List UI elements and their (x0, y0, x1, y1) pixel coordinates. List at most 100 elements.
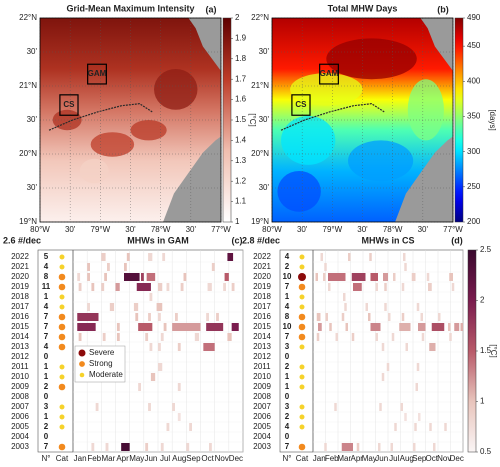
count-label: 8 (44, 272, 49, 281)
map-patch (130, 120, 167, 141)
panel-title: Grid-Mean Maximum Intensity (66, 3, 194, 13)
colorbar-tick-label: 1.7 (235, 74, 247, 83)
land (395, 136, 453, 222)
category-dot (58, 443, 66, 451)
panel-label: (c) (232, 235, 243, 245)
event-bar (77, 273, 81, 281)
y-tick-label: 22°N (19, 13, 37, 22)
category-dot (298, 273, 306, 281)
map-patch (154, 69, 198, 110)
count-label: 10 (283, 322, 292, 331)
y-tick-label: 30' (259, 47, 270, 56)
event-bar (388, 313, 391, 321)
year-label: 2016 (253, 312, 271, 321)
event-bar (438, 313, 441, 321)
event-bar (223, 283, 226, 291)
event-bar (124, 263, 127, 271)
event-bar (102, 333, 106, 341)
year-label: 2022 (253, 252, 271, 261)
year-label: 2011 (253, 362, 271, 371)
event-bar (149, 293, 153, 301)
category-dot (299, 254, 305, 260)
event-bar (401, 313, 405, 321)
count-label: 4 (44, 342, 49, 351)
map-frame (271, 17, 454, 223)
year-label: 2006 (11, 412, 29, 421)
event-bar (429, 343, 436, 351)
event-bar (369, 253, 372, 261)
event-bar (405, 343, 408, 351)
cays (48, 103, 153, 131)
year-label: 2020 (253, 272, 271, 281)
event-bar (348, 253, 351, 261)
event-bar (353, 283, 362, 291)
year-label: 2003 (253, 442, 271, 451)
count-label: 1 (44, 372, 49, 381)
count-label: 1 (44, 292, 49, 301)
event-bar (460, 323, 463, 331)
y-tick-label: 19°N (251, 217, 269, 226)
event-bar (211, 263, 215, 271)
colorbar-tick-label: 1.3 (235, 156, 247, 165)
event-bar (77, 323, 96, 331)
event-bar (135, 313, 139, 321)
event-bar (133, 303, 139, 311)
year-label: 2018 (11, 292, 29, 301)
map-frame (39, 17, 222, 223)
x-tick-label: Apr (351, 454, 364, 463)
category-dot (299, 424, 305, 430)
event-bar (400, 403, 403, 411)
count-label: 7 (44, 322, 49, 331)
region-box (59, 94, 79, 116)
event-bar (451, 283, 455, 291)
y-tick-label: 30' (27, 47, 38, 56)
map-patch (326, 38, 417, 80)
event-bar (356, 443, 360, 451)
count-label: 3 (44, 402, 49, 411)
category-dot (58, 323, 66, 331)
count-label: 4 (285, 252, 290, 261)
map-patch (277, 171, 321, 212)
count-label: 1 (285, 372, 290, 381)
event-bar (384, 303, 387, 311)
event-bar (344, 303, 347, 311)
event-bar (428, 283, 432, 291)
event-bar (105, 443, 109, 451)
legend-swatch (79, 361, 85, 367)
event-bar (404, 413, 407, 421)
x-tick-label: Feb (87, 454, 101, 463)
year-label: 2019 (11, 282, 29, 291)
colorbar-tick-label: 1.1 (235, 197, 247, 206)
colorbar-tick-label: 0.5 (480, 447, 492, 456)
x-tick-label: 77°W (211, 225, 231, 234)
colorbar-tick-label: 1.5 (480, 346, 492, 355)
year-label: 2017 (253, 302, 271, 311)
event-bar (413, 443, 416, 451)
y-tick-label: 22°N (251, 13, 269, 22)
category-dot (59, 304, 65, 310)
region-box (87, 63, 107, 85)
event-bar (138, 323, 153, 331)
colorbar-tick-label: 2 (235, 13, 240, 22)
event-bar (227, 253, 234, 261)
count-label: 10 (283, 272, 292, 281)
x-tick-label: Feb (325, 454, 339, 463)
category-dot (299, 264, 305, 270)
year-label: 2014 (11, 332, 29, 341)
x-tick-label: 77°W (443, 225, 463, 234)
event-bar (189, 423, 192, 431)
x-tick-label: Dec (229, 454, 243, 463)
map-patch (90, 132, 135, 157)
event-bar (390, 443, 393, 451)
count-label: 1 (285, 382, 290, 391)
colorbar-tick-label: 400 (467, 76, 481, 85)
event-bar (227, 333, 232, 341)
count-label: 1 (285, 292, 290, 301)
count-label: 1 (44, 412, 49, 421)
count-label: 4 (44, 302, 49, 311)
event-bar (158, 313, 161, 321)
event-bar (318, 323, 322, 331)
count-label: 7 (44, 442, 49, 451)
category-dot (298, 323, 306, 331)
